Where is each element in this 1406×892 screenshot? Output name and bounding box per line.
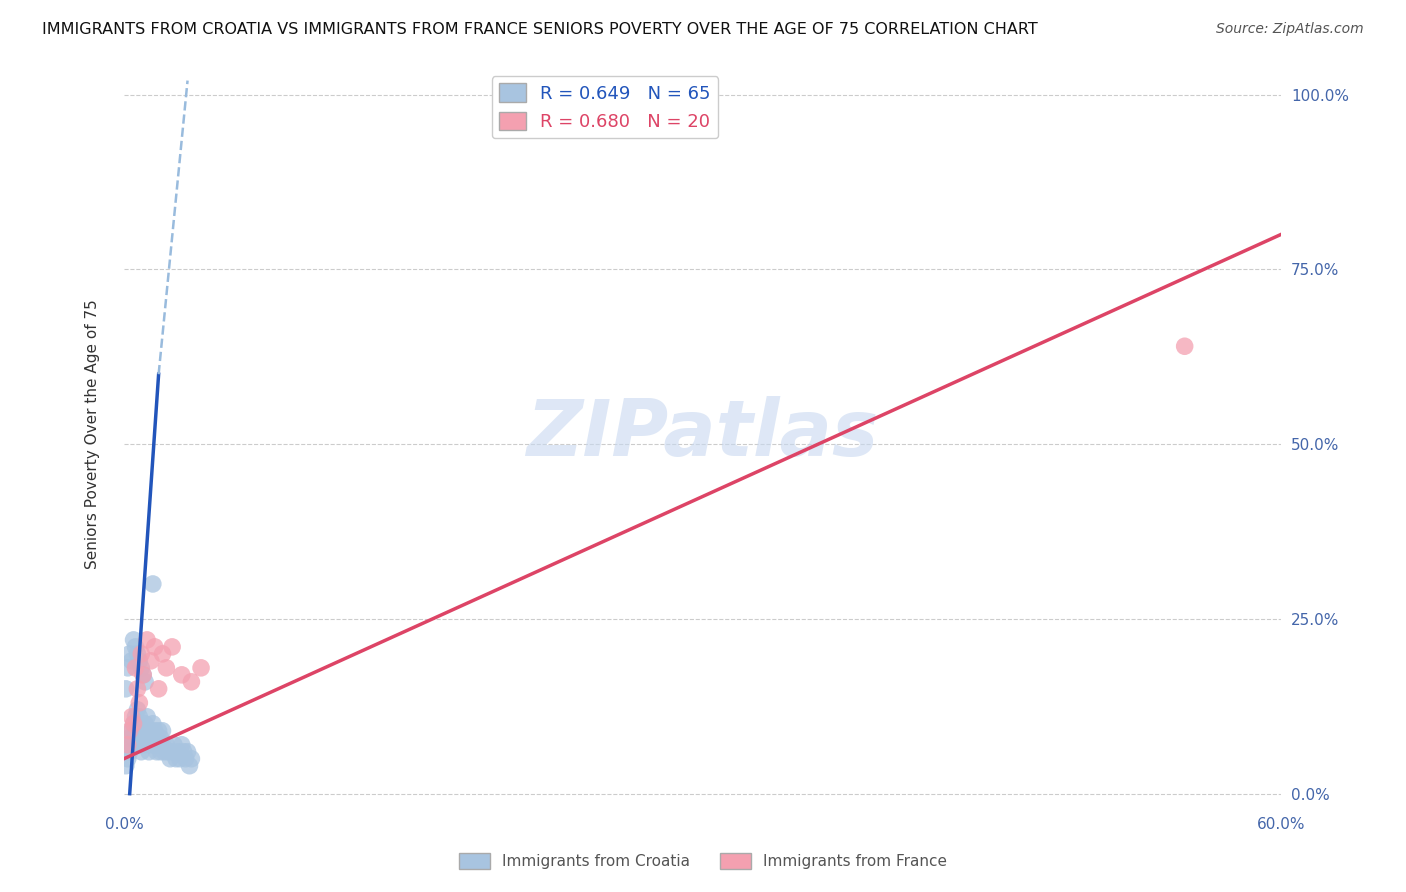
Point (127, 681, 149, 696)
Point (134, 674, 156, 689)
Point (122, 731, 145, 745)
Point (170, 668, 193, 682)
Point (138, 745, 160, 759)
Point (124, 723, 146, 738)
Point (124, 640, 146, 654)
Point (163, 738, 186, 752)
Point (143, 640, 166, 654)
Point (132, 738, 155, 752)
Point (165, 752, 187, 766)
Point (121, 654, 143, 668)
Point (180, 674, 202, 689)
Point (115, 758, 138, 772)
Point (139, 738, 162, 752)
Y-axis label: Seniors Poverty Over the Age of 75: Seniors Poverty Over the Age of 75 (86, 299, 100, 568)
Point (121, 723, 143, 738)
Point (124, 661, 146, 675)
Point (160, 745, 183, 759)
Point (118, 731, 141, 745)
Point (129, 731, 152, 745)
Point (142, 716, 165, 731)
Point (179, 758, 201, 772)
Point (142, 577, 165, 591)
Point (190, 661, 212, 675)
Point (148, 723, 170, 738)
Text: IMMIGRANTS FROM CROATIA VS IMMIGRANTS FROM FRANCE SENIORS POVERTY OVER THE AGE O: IMMIGRANTS FROM CROATIA VS IMMIGRANTS FR… (42, 22, 1038, 37)
Point (118, 647, 141, 661)
Point (129, 745, 152, 759)
Point (143, 723, 166, 738)
Point (124, 710, 146, 724)
Point (148, 738, 170, 752)
Point (117, 738, 139, 752)
Point (174, 752, 197, 766)
Point (136, 738, 159, 752)
Point (149, 731, 172, 745)
Point (180, 752, 202, 766)
Text: ZIPatlas: ZIPatlas (526, 396, 879, 472)
Legend: R = 0.649   N = 65, R = 0.680   N = 20: R = 0.649 N = 65, R = 0.680 N = 20 (492, 76, 718, 138)
Point (118, 745, 141, 759)
Point (128, 738, 150, 752)
Point (155, 661, 177, 675)
Point (122, 716, 145, 731)
Point (115, 681, 138, 696)
Point (134, 731, 156, 745)
Point (121, 710, 143, 724)
Point (145, 731, 167, 745)
Point (143, 738, 166, 752)
Point (121, 738, 143, 752)
Point (139, 723, 162, 738)
Point (117, 752, 139, 766)
Point (148, 681, 170, 696)
Point (159, 752, 181, 766)
Point (136, 710, 159, 724)
Point (117, 661, 139, 675)
Point (145, 745, 167, 759)
Point (122, 716, 145, 731)
Point (142, 731, 165, 745)
Point (134, 716, 156, 731)
Point (139, 654, 162, 668)
Point (128, 696, 150, 710)
Legend: Immigrants from Croatia, Immigrants from France: Immigrants from Croatia, Immigrants from… (453, 847, 953, 875)
Point (132, 668, 155, 682)
Point (129, 647, 152, 661)
Point (157, 745, 180, 759)
Point (128, 654, 150, 668)
Point (155, 738, 177, 752)
Point (167, 745, 190, 759)
Point (152, 723, 174, 738)
Point (153, 745, 176, 759)
Point (160, 640, 183, 654)
Text: Source: ZipAtlas.com: Source: ZipAtlas.com (1216, 22, 1364, 37)
Point (1174, 339, 1197, 353)
Point (132, 723, 155, 738)
Point (138, 731, 160, 745)
Point (152, 738, 174, 752)
Point (127, 716, 149, 731)
Point (173, 745, 195, 759)
Point (170, 738, 193, 752)
Point (118, 723, 141, 738)
Point (149, 745, 172, 759)
Point (122, 632, 145, 647)
Point (132, 668, 155, 682)
Point (136, 632, 159, 647)
Point (128, 710, 150, 724)
Point (169, 752, 191, 766)
Point (176, 745, 198, 759)
Point (129, 661, 152, 675)
Point (127, 703, 149, 717)
Point (152, 647, 174, 661)
Point (127, 647, 149, 661)
